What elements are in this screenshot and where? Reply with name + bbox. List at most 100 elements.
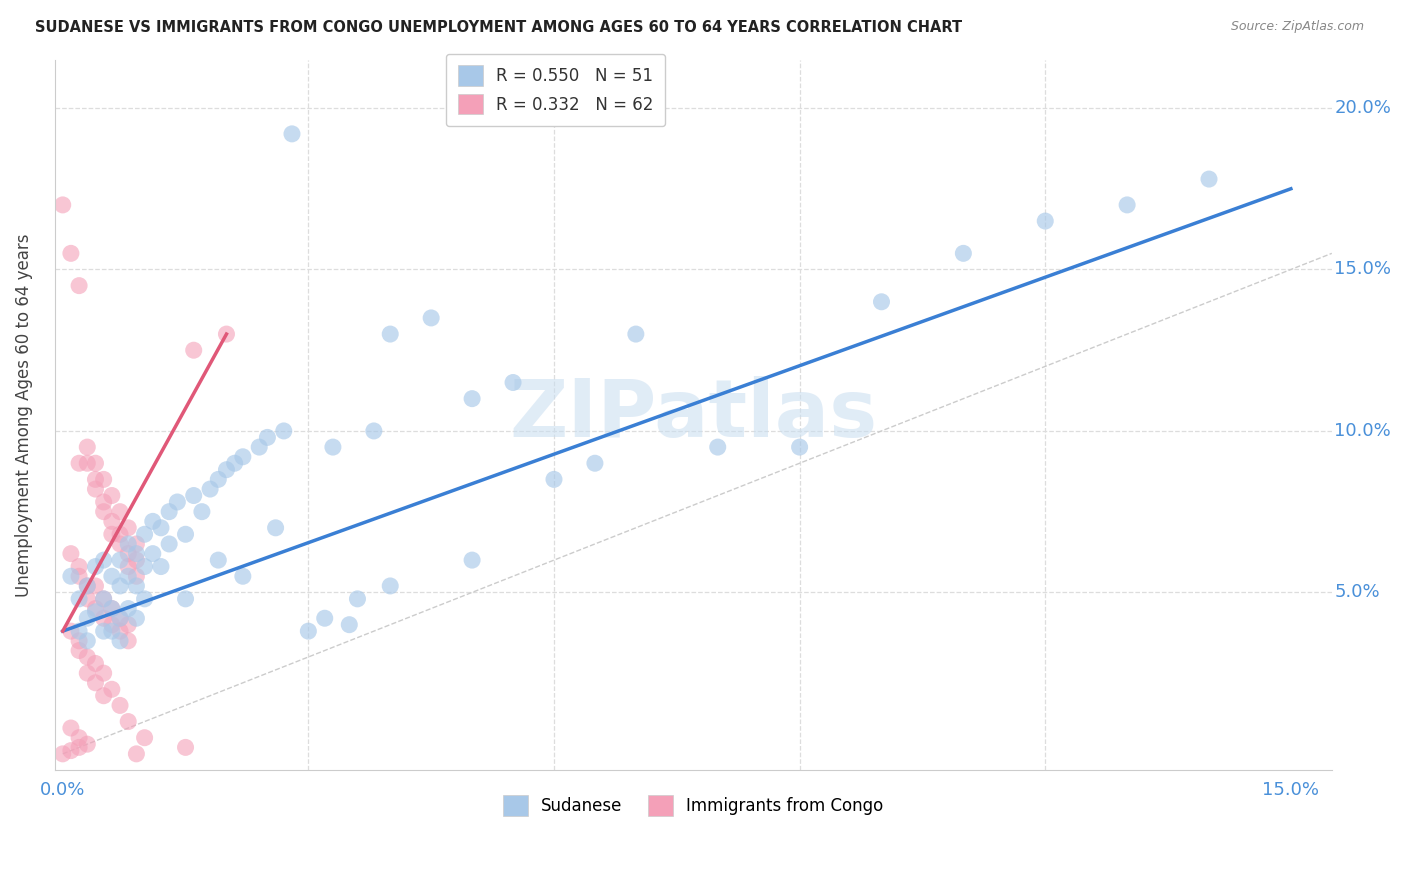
Point: [76, 666, 98, 681]
Point: [1198, 172, 1220, 186]
Point: [706, 440, 728, 454]
Point: [198, 482, 221, 496]
Point: [183, 343, 205, 358]
Point: [183, 489, 205, 503]
Point: [125, 537, 148, 551]
Text: 5.0%: 5.0%: [1334, 583, 1381, 601]
Point: [461, 392, 484, 406]
Point: [166, 495, 188, 509]
Point: [108, 698, 131, 713]
Point: [93, 553, 115, 567]
Point: [174, 591, 197, 606]
Point: [108, 527, 131, 541]
Point: [108, 537, 131, 551]
Point: [149, 559, 172, 574]
Point: [297, 624, 319, 639]
Point: [322, 440, 344, 454]
Point: [84, 601, 107, 615]
Point: [125, 611, 148, 625]
Point: [76, 591, 98, 606]
Point: [502, 376, 524, 390]
Point: [461, 553, 484, 567]
Point: [59, 547, 82, 561]
Point: [101, 601, 124, 615]
Point: [215, 327, 238, 342]
Point: [76, 611, 98, 625]
Point: [101, 514, 124, 528]
Point: [67, 559, 90, 574]
Point: [52, 198, 75, 212]
Point: [117, 601, 139, 615]
Point: [108, 624, 131, 639]
Point: [215, 463, 238, 477]
Point: [93, 624, 115, 639]
Point: [76, 579, 98, 593]
Point: [157, 505, 180, 519]
Point: [232, 450, 254, 464]
Point: [84, 579, 107, 593]
Point: [67, 624, 90, 639]
Point: [125, 553, 148, 567]
Point: [583, 456, 606, 470]
Point: [93, 689, 115, 703]
Point: [543, 472, 565, 486]
Point: [52, 747, 75, 761]
Text: ZIPatlas: ZIPatlas: [509, 376, 877, 454]
Point: [117, 617, 139, 632]
Point: [76, 650, 98, 665]
Point: [93, 591, 115, 606]
Point: [93, 591, 115, 606]
Point: [108, 553, 131, 567]
Point: [420, 310, 443, 325]
Point: [363, 424, 385, 438]
Point: [84, 675, 107, 690]
Point: [207, 472, 229, 486]
Point: [76, 440, 98, 454]
Point: [67, 643, 90, 657]
Point: [149, 521, 172, 535]
Point: [84, 456, 107, 470]
Point: [67, 731, 90, 745]
Point: [101, 601, 124, 615]
Point: [870, 294, 893, 309]
Point: [59, 721, 82, 735]
Point: [93, 472, 115, 486]
Point: [174, 527, 197, 541]
Point: [101, 569, 124, 583]
Point: [125, 747, 148, 761]
Point: [59, 246, 82, 260]
Point: [346, 591, 368, 606]
Point: [101, 527, 124, 541]
Text: SUDANESE VS IMMIGRANTS FROM CONGO UNEMPLOYMENT AMONG AGES 60 TO 64 YEARS CORRELA: SUDANESE VS IMMIGRANTS FROM CONGO UNEMPL…: [35, 20, 962, 35]
Point: [789, 440, 811, 454]
Point: [108, 633, 131, 648]
Point: [67, 456, 90, 470]
Point: [247, 440, 270, 454]
Text: 15.0%: 15.0%: [1334, 260, 1392, 278]
Point: [76, 579, 98, 593]
Point: [380, 327, 402, 342]
Point: [101, 682, 124, 697]
Point: [76, 737, 98, 751]
Point: [134, 591, 156, 606]
Point: [191, 505, 214, 519]
Point: [134, 731, 156, 745]
Point: [101, 489, 124, 503]
Point: [93, 611, 115, 625]
Point: [207, 553, 229, 567]
Point: [125, 547, 148, 561]
Point: [174, 740, 197, 755]
Point: [59, 569, 82, 583]
Point: [125, 569, 148, 583]
Point: [337, 617, 360, 632]
Text: Source: ZipAtlas.com: Source: ZipAtlas.com: [1230, 20, 1364, 33]
Point: [134, 559, 156, 574]
Point: [67, 633, 90, 648]
Point: [1033, 214, 1056, 228]
Point: [108, 611, 131, 625]
Point: [117, 714, 139, 729]
Point: [134, 527, 156, 541]
Point: [224, 456, 246, 470]
Text: 20.0%: 20.0%: [1334, 99, 1392, 117]
Point: [264, 521, 287, 535]
